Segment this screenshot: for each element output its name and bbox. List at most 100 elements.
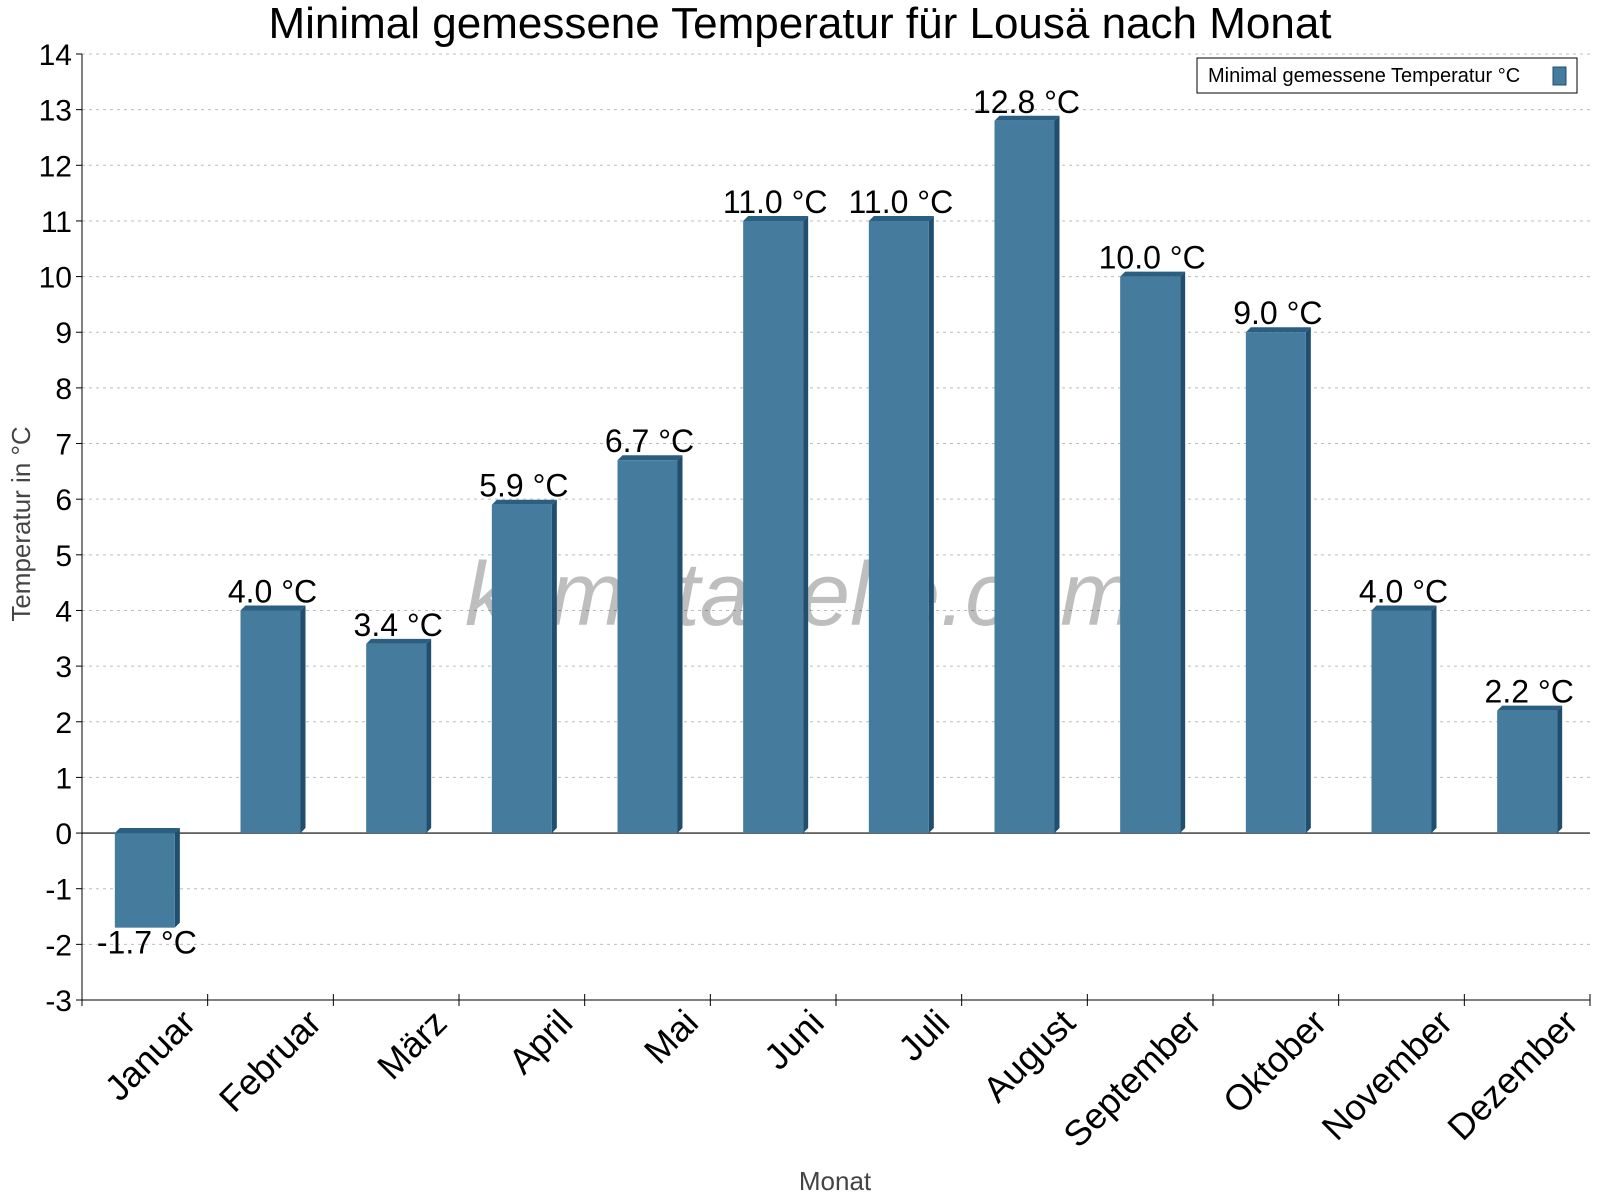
bar-side [1305,327,1311,834]
data-label: 11.0 °C [723,184,828,220]
x-axis: Januar Februar März April Mai Juni Juli AugustS… [81,994,1591,1156]
bar [240,610,301,834]
bar-januar: -1.7 °C [97,828,197,961]
y-tick-label: -3 [45,985,72,1018]
bar-side [928,215,934,834]
y-tick-label: 0 [55,818,72,851]
data-label: 4.0 °C [228,573,317,609]
grid [82,53,1590,1001]
category-label: Dezember [1439,1002,1585,1148]
bar-top [743,215,809,221]
y-tick-label: 5 [55,540,72,573]
bar-oktober: 9.0 °C [1233,295,1322,834]
category-label: März [369,1002,455,1088]
bar-september: 10.0 °C [1099,240,1206,834]
bar-top [1371,605,1437,611]
bar [743,220,804,834]
y-tick-label: 12 [39,150,72,183]
data-label: -1.7 °C [97,925,197,961]
bar [491,504,552,834]
category-label: April [500,1002,580,1082]
bar-side [677,455,683,834]
y-tick-label: 3 [55,651,72,684]
bar-side [426,638,432,834]
bar-side [1557,705,1563,834]
chart-title: Minimal gemessene Temperatur für Lousä n… [268,0,1331,48]
data-label: 3.4 °C [354,607,443,643]
legend-box [1196,57,1578,94]
bar-top [1120,271,1186,277]
y-tick-label: 4 [55,595,72,628]
y-tick-label: 14 [39,39,72,72]
bar-side [551,499,557,834]
y-tick-label: 7 [55,429,72,462]
y-tick-label: 9 [55,317,72,350]
category-label: Juli [890,1002,957,1069]
bar-side [174,828,180,928]
bar-side [803,215,809,834]
bar-top [240,605,306,611]
bar-top [617,455,683,461]
bar-april: 5.9 °C [479,468,568,834]
category-label: August [975,1002,1083,1110]
data-label: 6.7 °C [605,423,694,459]
bar [366,643,427,834]
data-label: 12.8 °C [973,84,1080,120]
y-tick-label: 1 [55,762,72,795]
y-tick-label: 6 [55,484,72,517]
bar-side [1431,605,1437,834]
category-label: September [1055,1002,1209,1156]
bar-top [1245,327,1311,333]
bar [617,460,678,834]
bar-side [1054,115,1060,834]
data-label: 4.0 °C [1359,573,1448,609]
category-label: Mai [636,1002,706,1072]
bar [1371,610,1432,834]
bar-top [868,215,934,221]
bar-mai: 6.7 °C [605,423,694,834]
bar-dezember: 2.2 °C [1485,674,1574,834]
bar [994,120,1055,834]
category-label: Januar [96,1002,203,1109]
bar-side [1180,271,1186,834]
x-axis-title: Monat [799,1166,872,1196]
bar-juli: 11.0 °C [848,184,953,834]
y-tick-label: 2 [55,707,72,740]
bar [1120,276,1181,834]
legend: Minimal gemessene Temperatur °C [1196,57,1578,94]
data-label: 5.9 °C [479,468,568,504]
category-label: November [1314,1002,1460,1148]
y-tick-label: 10 [39,262,72,295]
bar-november: 4.0 °C [1359,573,1448,834]
bar-juni: 11.0 °C [723,184,828,834]
y-tick-label: -2 [45,929,72,962]
bar [1497,710,1558,834]
y-tick-label: 8 [55,373,72,406]
data-label: 2.2 °C [1485,674,1574,710]
bar [1245,332,1306,834]
bar-top [366,638,432,644]
data-label: 10.0 °C [1099,240,1206,276]
bar-top [1497,705,1563,711]
y-tick-label: -1 [45,874,72,907]
bar-top [994,115,1060,121]
category-label: Februar [211,1002,329,1120]
y-axis-title: Temperatur in °C [6,426,36,621]
bar-februar: 4.0 °C [228,573,317,834]
bar-side [300,605,306,834]
y-tick-label: 11 [41,206,72,239]
bar-top [114,828,180,834]
legend-label: Minimal gemessene Temperatur °C [1208,65,1520,87]
bar-august: 12.8 °C [973,84,1080,834]
legend-swatch [1552,66,1567,86]
category-label: Oktober [1215,1002,1335,1122]
bar-märz: 3.4 °C [354,607,443,834]
category-label: Juni [756,1002,832,1078]
bar [114,833,175,928]
bar-top [491,499,557,505]
bar [868,220,929,834]
y-tick-label: 13 [39,95,72,128]
data-label: 11.0 °C [848,184,953,220]
